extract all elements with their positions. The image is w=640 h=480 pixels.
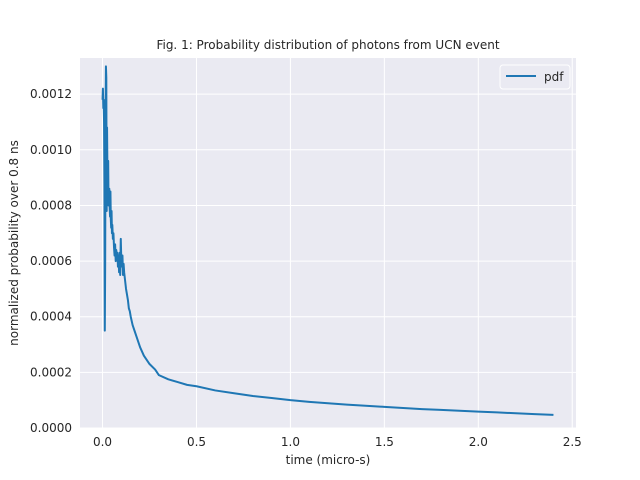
- x-tick-label: 2.0: [469, 435, 488, 449]
- x-tick-label: 1.0: [281, 435, 300, 449]
- grid-lines: [80, 58, 576, 429]
- plot-area: [80, 58, 576, 428]
- series-line-pdf: [101, 65, 554, 416]
- data-series-layer: [101, 65, 554, 416]
- y-tick-label: 0.0006: [30, 254, 72, 268]
- x-axis-label: time (micro-s): [286, 453, 371, 467]
- y-tick-label: 0.0012: [30, 87, 72, 101]
- y-tick-labels: 0.0000 0.0002 0.0004 0.0006 0.0008 0.0010 0.00…: [30, 87, 72, 435]
- chart-title: Fig. 1: Probability distribution of phot…: [156, 38, 499, 52]
- y-tick-label: 0.0000: [30, 421, 72, 435]
- x-tick-label: 1.5: [375, 435, 394, 449]
- legend-label-pdf: pdf: [544, 70, 564, 84]
- y-tick-label: 0.0010: [30, 143, 72, 157]
- y-tick-label: 0.0008: [30, 198, 72, 212]
- x-tick-labels: 0.0 0.5 1.0 1.5 2.0 2.5: [93, 435, 582, 449]
- x-tick-label: 0.0: [93, 435, 112, 449]
- x-tick-label: 0.5: [187, 435, 206, 449]
- y-tick-label: 0.0002: [30, 365, 72, 379]
- y-axis-label: normalized probability over 0.8 ns: [7, 140, 21, 346]
- y-tick-label: 0.0004: [30, 310, 72, 324]
- x-tick-label: 2.5: [563, 435, 582, 449]
- legend: pdf: [499, 64, 571, 90]
